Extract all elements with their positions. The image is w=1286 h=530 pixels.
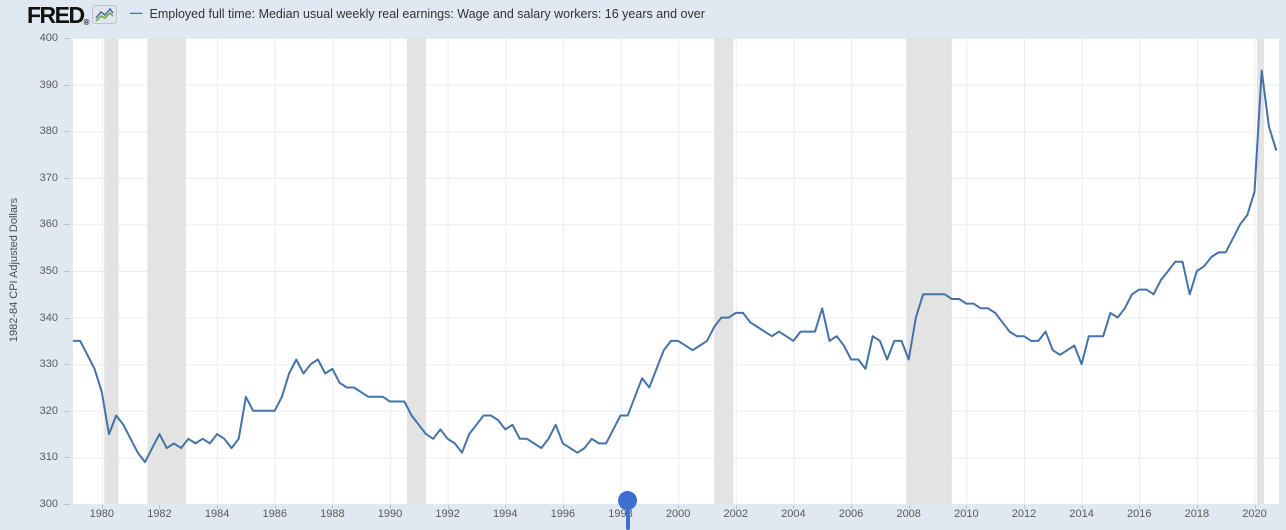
chart-header: FRED® — Employed full time: Median usual …: [0, 0, 1286, 30]
x-tick-mark: [908, 505, 910, 509]
x-tick-label: 1994: [493, 508, 518, 520]
registered-mark: ®: [83, 18, 90, 27]
y-tick-mark: [64, 38, 70, 39]
series-label: Employed full time: Median usual weekly …: [149, 7, 705, 21]
x-tick-mark: [274, 505, 276, 509]
x-tick-mark: [101, 505, 103, 509]
x-tick-label: 2002: [723, 508, 749, 520]
x-tick-label: 2018: [1184, 508, 1210, 520]
y-tick-label: 300: [39, 498, 58, 510]
y-tick-mark: [64, 224, 70, 226]
legend-line-swatch: —: [130, 6, 143, 20]
x-tick-label: 2008: [896, 508, 921, 520]
x-tick-label: 1996: [550, 508, 576, 520]
recession-band: [1256, 38, 1265, 504]
x-tick-label: 1982: [147, 508, 172, 520]
x-tick-label: 1980: [89, 508, 115, 520]
fred-logo-text: FRED: [27, 2, 85, 28]
x-tick-label: 2012: [1011, 508, 1037, 520]
x-tick-label: 2016: [1126, 508, 1152, 520]
recession-band: [147, 38, 186, 504]
x-tick-label: 2006: [838, 508, 864, 520]
x-tick-label: 2010: [954, 508, 979, 520]
y-tick-mark: [64, 271, 70, 272]
plot-area[interactable]: [73, 38, 1279, 504]
recession-band: [906, 38, 952, 504]
x-tick-mark: [505, 505, 507, 509]
series-legend: — Employed full time: Median usual weekly…: [130, 6, 705, 21]
x-tick-label: 1992: [435, 508, 460, 520]
y-tick-label: 370: [39, 171, 58, 184]
y-tick-label: 380: [39, 125, 58, 138]
y-tick-label: 330: [39, 358, 58, 371]
x-tick-label: 2004: [781, 508, 806, 520]
y-tick-mark: [64, 457, 70, 459]
x-tick-mark: [1254, 505, 1256, 509]
recession-band: [406, 38, 427, 504]
y-tick-label: 400: [39, 32, 58, 44]
x-tick-mark: [793, 505, 795, 509]
y-tick-mark: [64, 84, 70, 86]
x-tick-label: 1990: [377, 508, 403, 520]
x-tick-mark: [1081, 505, 1083, 509]
x-tick-mark: [447, 505, 449, 509]
y-tick-mark: [64, 364, 70, 366]
y-tick-label: 320: [39, 404, 58, 417]
chart-canvas[interactable]: [73, 38, 1279, 504]
x-tick-mark: [1139, 505, 1141, 509]
y-tick-mark: [64, 177, 70, 179]
y-tick-mark: [64, 131, 70, 133]
earnings-line: [73, 69, 1278, 464]
x-tick-mark: [332, 505, 334, 509]
date-slider-bar[interactable]: [625, 500, 630, 530]
x-tick-mark: [159, 505, 161, 509]
fred-logo[interactable]: FRED®: [27, 2, 90, 29]
y-tick-label: 390: [39, 78, 58, 91]
recession-band: [714, 38, 734, 504]
y-tick-label: 350: [39, 265, 58, 277]
x-tick-label: 2014: [1069, 508, 1094, 520]
y-tick-label: 310: [39, 451, 58, 464]
y-tick-mark: [64, 410, 70, 412]
x-tick-mark: [1023, 505, 1025, 509]
x-tick-mark: [217, 505, 219, 509]
x-tick-mark: [678, 505, 680, 509]
recession-band: [104, 38, 119, 504]
x-tick-mark: [389, 505, 391, 509]
y-tick-mark: [64, 504, 70, 505]
x-tick-label: 2000: [665, 508, 691, 520]
x-tick-mark: [851, 505, 853, 509]
y-tick-mark: [64, 317, 70, 319]
x-tick-mark: [1196, 505, 1198, 509]
x-tick-label: 1986: [262, 508, 287, 520]
fred-sparkline-icon: [92, 5, 117, 24]
date-slider-handle[interactable]: [618, 490, 638, 510]
x-tick-mark: [562, 505, 564, 509]
y-tick-label: 360: [39, 218, 58, 231]
x-tick-mark: [966, 505, 968, 509]
x-tick-label: 1984: [204, 508, 230, 520]
x-tick-label: 2020: [1242, 508, 1267, 520]
x-tick-mark: [735, 505, 737, 509]
y-tick-label: 340: [39, 311, 58, 324]
x-tick-label: 1988: [320, 508, 345, 520]
